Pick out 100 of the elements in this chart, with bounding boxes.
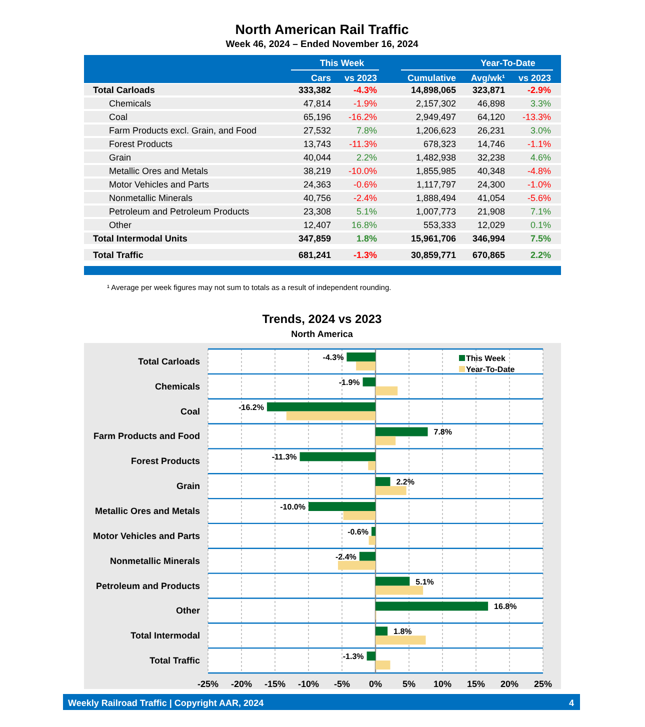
y-tick-label: Nonmetallic Minerals [110,556,200,566]
data-label: 14,898,065 [410,85,456,95]
data-label: 3.3% [530,98,551,108]
bar [266,402,376,412]
text: Cumulative [407,73,456,83]
data-label: 40,348 [477,166,505,176]
y-tick-label: Coal [180,406,200,416]
y-tick-label: Total Intermodal [130,630,200,641]
bar [376,602,488,611]
data-label: 41,054 [477,193,505,203]
bar [376,477,390,486]
bar [376,626,388,636]
data-label: 5.1% [416,577,434,586]
bar [376,576,410,586]
data-label: 32,238 [477,152,505,162]
data-label: -1.9% [338,378,360,387]
bar [371,526,376,536]
data-label: -1.3% [353,250,377,260]
data-label: 26,231 [477,126,505,136]
data-label: 323,871 [472,85,505,95]
data-label: 1.8% [394,627,412,636]
bar [368,536,376,545]
data-label: 64,120 [477,112,505,122]
text: Weekly Railroad Traffic | Copyright AAR, 2024 [68,698,264,708]
data-label: 681,241 [298,250,331,260]
x-tick-label: 5% [402,679,416,689]
data-label: 2.2% [356,152,377,162]
category-label: Grain [109,152,132,162]
x-tick-label: -10% [298,679,320,689]
bar [308,502,376,511]
y-tick-label: Total Traffic [150,656,200,666]
y-tick-label: Total Carloads [138,356,200,366]
bar [376,427,428,436]
category-label: Coal [109,112,128,122]
data-label: -4.3% [322,352,344,362]
text: Year-To-Date [480,58,536,68]
x-tick-label: 10% [433,679,452,689]
data-label: 14,746 [477,139,505,149]
data-label: -16.2% [348,112,377,122]
category-label: Metallic Ores and Metals [109,166,209,176]
data-label: -16.2% [238,402,264,412]
bar [286,411,376,420]
data-label: 346,994 [472,234,505,244]
data-label: -10.0% [280,502,306,512]
data-label: 47,814 [303,98,331,108]
bar [356,361,376,370]
data-label: 16.8% [494,602,517,612]
bar [368,461,376,470]
text: vs 2023 [344,73,377,83]
text: Avg/wk¹ [470,73,506,83]
bar [376,660,390,670]
data-label: -1.0% [527,180,551,190]
data-label: -11.3% [272,452,297,462]
data-label: 40,044 [303,152,331,162]
bar [376,436,396,446]
data-label: -4.8% [527,166,551,176]
bar [376,386,398,396]
data-label: -10.0% [348,166,377,176]
data-label: 347,859 [298,234,331,244]
bar [376,486,406,496]
text: This Week [320,58,366,68]
legend-label: Year-To-Date [466,365,516,374]
data-label: -5.6% [527,193,551,203]
chart-subtitle: North America [291,329,354,339]
data-label: 27,532 [303,126,331,136]
y-tick-label: Motor Vehicles and Parts [92,530,200,541]
data-label: 38,219 [303,166,331,176]
bar [300,452,376,462]
data-label: 1.8% [356,234,377,244]
y-tick-label: Forest Products [130,456,200,466]
text: Week 46, 2024 – Ended November 16, 2024 [226,39,419,50]
data-label: 670,865 [472,250,505,260]
bar [376,586,424,595]
data-label: 12,407 [303,220,331,230]
y-tick-label: Farm Products and Food [93,431,200,442]
data-label: 7.5% [530,234,551,244]
bar [376,636,426,645]
x-tick-label: 15% [466,679,486,689]
data-label: 30,859,771 [410,250,456,260]
category-label: Other [109,220,132,230]
text: North American Rail Traffic [235,22,410,37]
data-label: 40,756 [303,193,331,203]
data-label: 23,308 [303,206,331,216]
y-tick-label: Grain [176,481,200,492]
data-label: -2.4% [353,193,377,203]
bar [343,511,376,520]
data-label: -1.1% [527,139,551,149]
data-label: 1,117,797 [416,180,456,190]
data-label: 333,382 [298,85,331,95]
data-label: 24,363 [303,180,331,190]
data-label: -2.4% [336,552,356,562]
category-label: Petroleum and Petroleum Products [109,206,250,216]
data-label: -0.6% [353,180,377,190]
data-label: 553,333 [423,220,456,230]
chart-title: Trends, 2024 vs 2023 [262,312,382,326]
text: 4 [568,698,574,708]
data-label: 1,855,985 [416,166,456,176]
data-label: 21,908 [477,206,505,216]
x-tick-label: -20% [230,679,252,689]
data-label: 2.2% [396,478,414,487]
